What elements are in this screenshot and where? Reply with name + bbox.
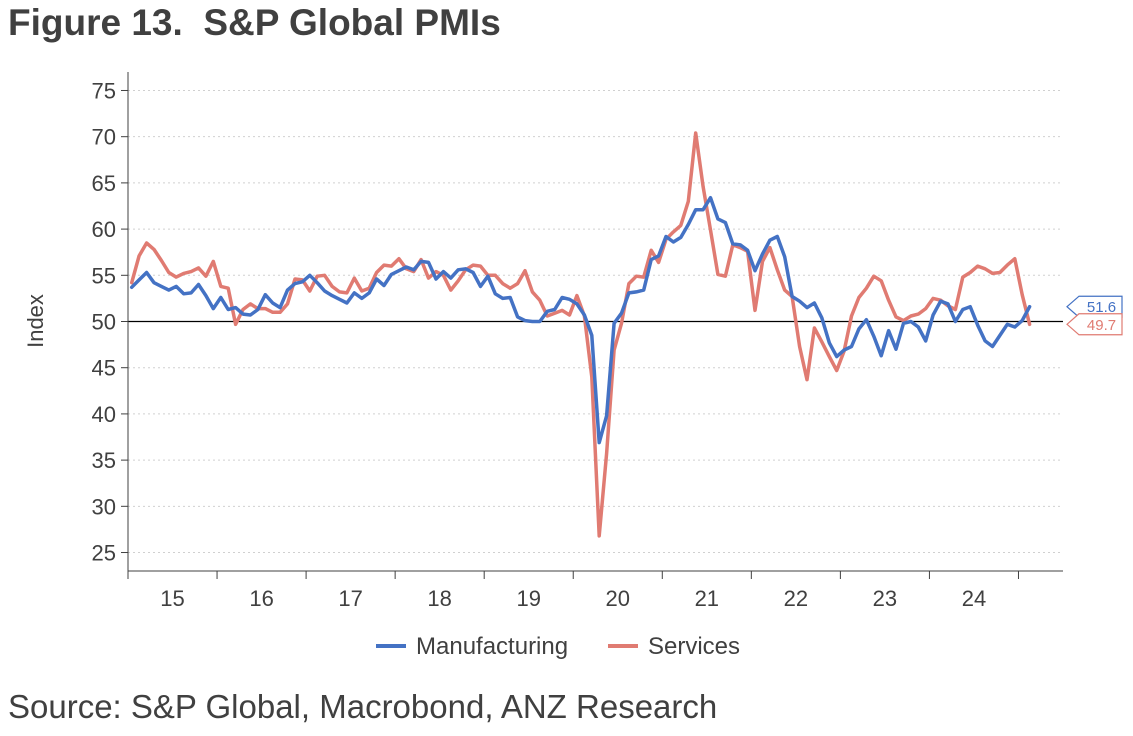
x-tick-label: 21 <box>695 586 719 611</box>
x-tick-label: 19 <box>516 586 540 611</box>
y-tick-label: 50 <box>92 310 116 335</box>
y-tick-label: 35 <box>92 448 116 473</box>
x-tick-label: 18 <box>427 586 451 611</box>
legend-label: Manufacturing <box>416 633 568 660</box>
y-tick-label: 45 <box>92 356 116 381</box>
y-tick-label: 75 <box>92 78 116 103</box>
y-tick-label: 55 <box>92 263 116 288</box>
y-tick-label: 30 <box>92 494 116 519</box>
end-labels: 51.649.7 <box>1066 295 1123 336</box>
x-tick-label: 15 <box>160 586 184 611</box>
x-axis: 15 16 17 18 19 20 21 22 23 24 <box>127 570 1063 611</box>
x-tick-label: 22 <box>784 586 808 611</box>
x-tick-label: 16 <box>249 586 273 611</box>
legend-item-services: Services <box>608 633 740 660</box>
end-label-text: 51.6 <box>1087 299 1116 316</box>
y-axis-label: Index <box>23 294 48 348</box>
end-label-services: 49.7 <box>1066 313 1123 336</box>
series-line-services <box>129 131 1032 538</box>
end-label-box <box>1066 313 1123 336</box>
y-tick-label: 65 <box>92 171 116 196</box>
y-axis: 25 30 35 40 45 50 55 60 65 70 75 <box>92 72 129 571</box>
source-note: Source: S&P Global, Macrobond, ANZ Resea… <box>8 688 718 725</box>
figure-title: Figure 13. S&P Global PMIs <box>8 2 501 43</box>
x-tick-label: 23 <box>873 586 897 611</box>
series-line-manufacturing <box>129 195 1032 445</box>
end-label-text: 49.7 <box>1087 317 1116 334</box>
pmi-line-chart: 25 30 35 40 45 50 55 60 65 70 75 15 16 17 18 19 20 21 22 2… <box>23 72 1123 660</box>
legend: Manufacturing Services <box>376 633 740 660</box>
series-lines <box>129 131 1032 538</box>
x-tick-label: 17 <box>338 586 362 611</box>
y-tick-label: 25 <box>92 541 116 566</box>
y-tick-label: 60 <box>92 217 116 242</box>
y-tick-label: 70 <box>92 125 116 150</box>
x-tick-label: 20 <box>606 586 630 611</box>
legend-item-manufacturing: Manufacturing <box>376 633 568 660</box>
legend-label: Services <box>648 633 740 660</box>
x-tick-label: 24 <box>962 586 986 611</box>
gridlines <box>128 89 1063 554</box>
y-tick-label: 40 <box>92 402 116 427</box>
